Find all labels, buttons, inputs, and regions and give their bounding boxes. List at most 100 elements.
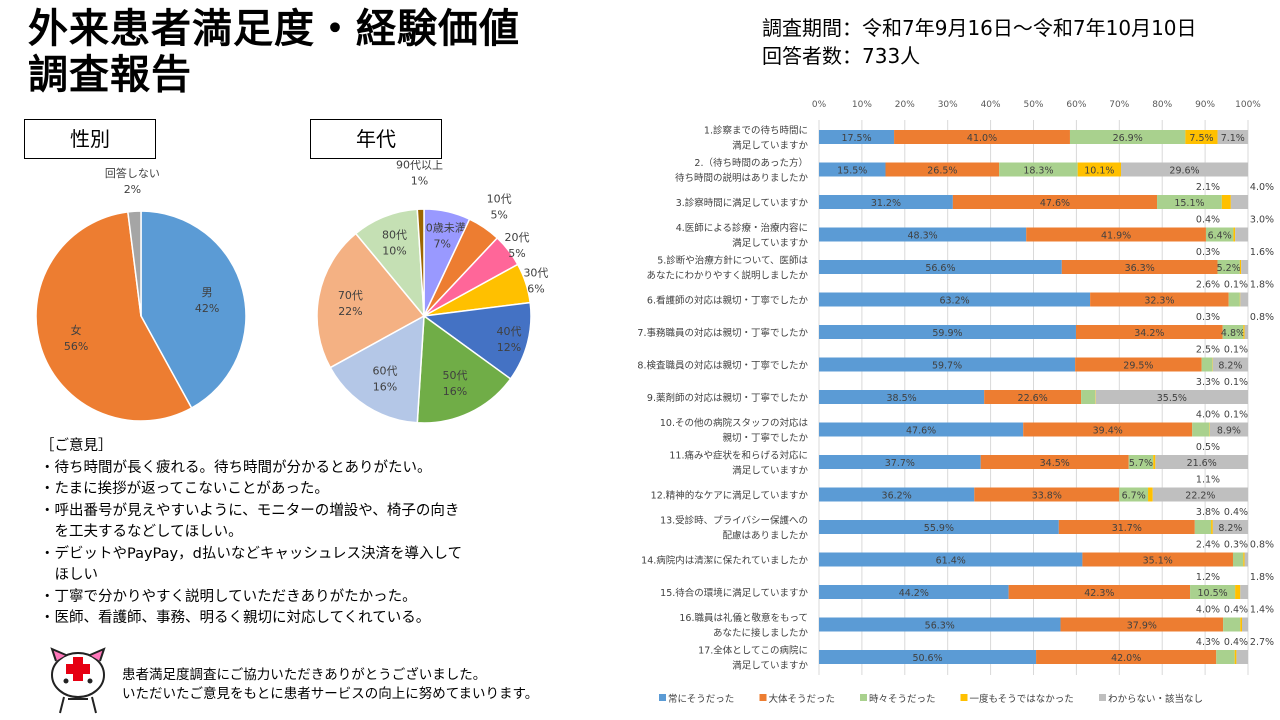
bar-segment [819, 227, 1027, 242]
data-label: 36.2% [882, 491, 912, 502]
opinion-item: ・医師、看護師、事務、明るく親切に対応してくれている。 [40, 610, 431, 626]
bar-segment [819, 520, 1059, 534]
bar-segment [1090, 292, 1229, 307]
bar-segment [980, 455, 1129, 469]
data-label: 37.9% [1127, 621, 1157, 632]
bar-segment [1244, 552, 1248, 567]
category-label: 満足していますか [732, 466, 808, 477]
data-label: 6.7% [1122, 491, 1146, 502]
pie-category-label: 80代 [382, 228, 407, 241]
pie-category-label: 女 [71, 323, 82, 337]
bar-segment [819, 195, 953, 209]
data-label: 33.8% [1032, 491, 1062, 502]
pie-value-label: 1% [411, 175, 428, 188]
bar-segment [1241, 617, 1248, 632]
opinions: ［ご意見］ ・待ち時間が長く疲れる。待ち時間が分かるとありがたい。 ・たまに挨拶… [40, 436, 462, 630]
pie-slice [316, 232, 426, 369]
pie-value-label: 22% [338, 305, 362, 318]
mascot-logo-icon [50, 647, 106, 714]
bar-segment [1217, 130, 1248, 144]
pie-value-label: 10% [382, 244, 406, 257]
bar-segment [819, 390, 985, 404]
bar-segment [1222, 325, 1244, 339]
bar-segment [1217, 260, 1240, 274]
pie-slice [416, 314, 512, 424]
survey-info: 調査期間：令和7年9月16日～令和7年10月10日 回答者数：733人 [762, 14, 1197, 70]
pie-category-label: 60代 [373, 364, 398, 377]
data-label: 0.4% [1196, 215, 1220, 226]
bar-segment [1194, 520, 1212, 534]
bar-segment [819, 617, 1061, 632]
data-label: 1.1% [1196, 475, 1220, 486]
bar-segment [819, 260, 1062, 274]
data-label: 31.7% [1112, 523, 1142, 534]
bar-segment [1060, 617, 1224, 632]
x-tick-label: 80% [1152, 100, 1172, 110]
data-label: 39.4% [1093, 426, 1123, 437]
pie-slice [127, 210, 142, 317]
data-label: 41.0% [967, 133, 997, 144]
data-label: 2.4% [1196, 540, 1220, 551]
bar-segment [1240, 585, 1248, 599]
bar-segment [1234, 650, 1237, 664]
data-label: 2.7% [1250, 637, 1274, 648]
data-label: 63.2% [939, 296, 969, 307]
data-label: 26.5% [927, 166, 957, 177]
legend-label: 常にそうだった [668, 693, 734, 705]
data-label: 47.6% [1040, 198, 1070, 209]
legend-swatch [960, 694, 968, 701]
pie-category-label: 10歳未満 [419, 222, 466, 235]
bar-segment [1212, 520, 1248, 534]
data-label: 34.2% [1134, 328, 1164, 339]
bar-segment [1230, 195, 1248, 209]
data-label: 4.0% [1196, 410, 1220, 421]
pie-slice [140, 210, 247, 410]
bar-segment [1228, 292, 1240, 307]
data-label: 1.4% [1250, 605, 1274, 616]
data-label: 38.5% [886, 393, 916, 404]
x-tick-label: 30% [938, 100, 958, 110]
pie-category-label: 男 [202, 286, 213, 299]
data-label: 15.1% [1174, 198, 1204, 209]
bar-segment [1155, 455, 1248, 469]
data-label: 18.3% [1023, 166, 1053, 177]
pie-slice [329, 314, 425, 424]
x-tick-label: 40% [981, 100, 1001, 110]
data-label: 5.2% [1217, 263, 1241, 274]
data-label: 56.6% [925, 263, 955, 274]
x-tick-label: 70% [1109, 100, 1129, 110]
bar-segment [1212, 357, 1248, 372]
data-label: 5.7% [1129, 458, 1153, 469]
data-label: 0.4% [1224, 507, 1248, 518]
x-tick-label: 100% [1235, 100, 1261, 110]
data-label: 0.4% [1224, 637, 1248, 648]
legend-swatch [759, 694, 767, 701]
pie-value-label: 16% [443, 385, 467, 398]
bar-segment [1075, 325, 1223, 339]
data-label: 44.2% [899, 588, 929, 599]
x-tick-label: 20% [895, 100, 915, 110]
category-label: 9.薬剤師の対応は親切・丁寧でしたか [647, 392, 809, 404]
data-label: 21.6% [1187, 458, 1217, 469]
pie-category-label: 回答しない [105, 166, 160, 180]
x-tick-label: 0% [812, 100, 827, 110]
data-label: 37.7% [885, 458, 915, 469]
pie-category-label: 10代 [487, 192, 512, 205]
data-label: 2.6% [1196, 280, 1220, 291]
data-label: 56.3% [925, 621, 955, 632]
data-label: 3.0% [1250, 215, 1274, 226]
opinion-item: ・丁寧で分かりやすく説明していただきありがたかった。 [40, 588, 417, 605]
pie-value-label: 2% [124, 183, 141, 196]
bar-segment [894, 130, 1070, 144]
data-label: 8.9% [1217, 426, 1241, 437]
bar-segment [1190, 585, 1236, 599]
category-label: 配慮はありましたか [722, 530, 808, 542]
bar-segment [1221, 195, 1231, 209]
category-label: 11.痛みや症状を和らげる対応に [669, 450, 808, 462]
pie-value-label: 5% [508, 247, 525, 260]
pie-value-label: 5% [490, 208, 507, 221]
data-label: 22.2% [1185, 491, 1215, 502]
title-line: 調査報告 [28, 52, 192, 98]
bar-segment [1081, 390, 1096, 404]
bar-segment [1243, 325, 1245, 339]
